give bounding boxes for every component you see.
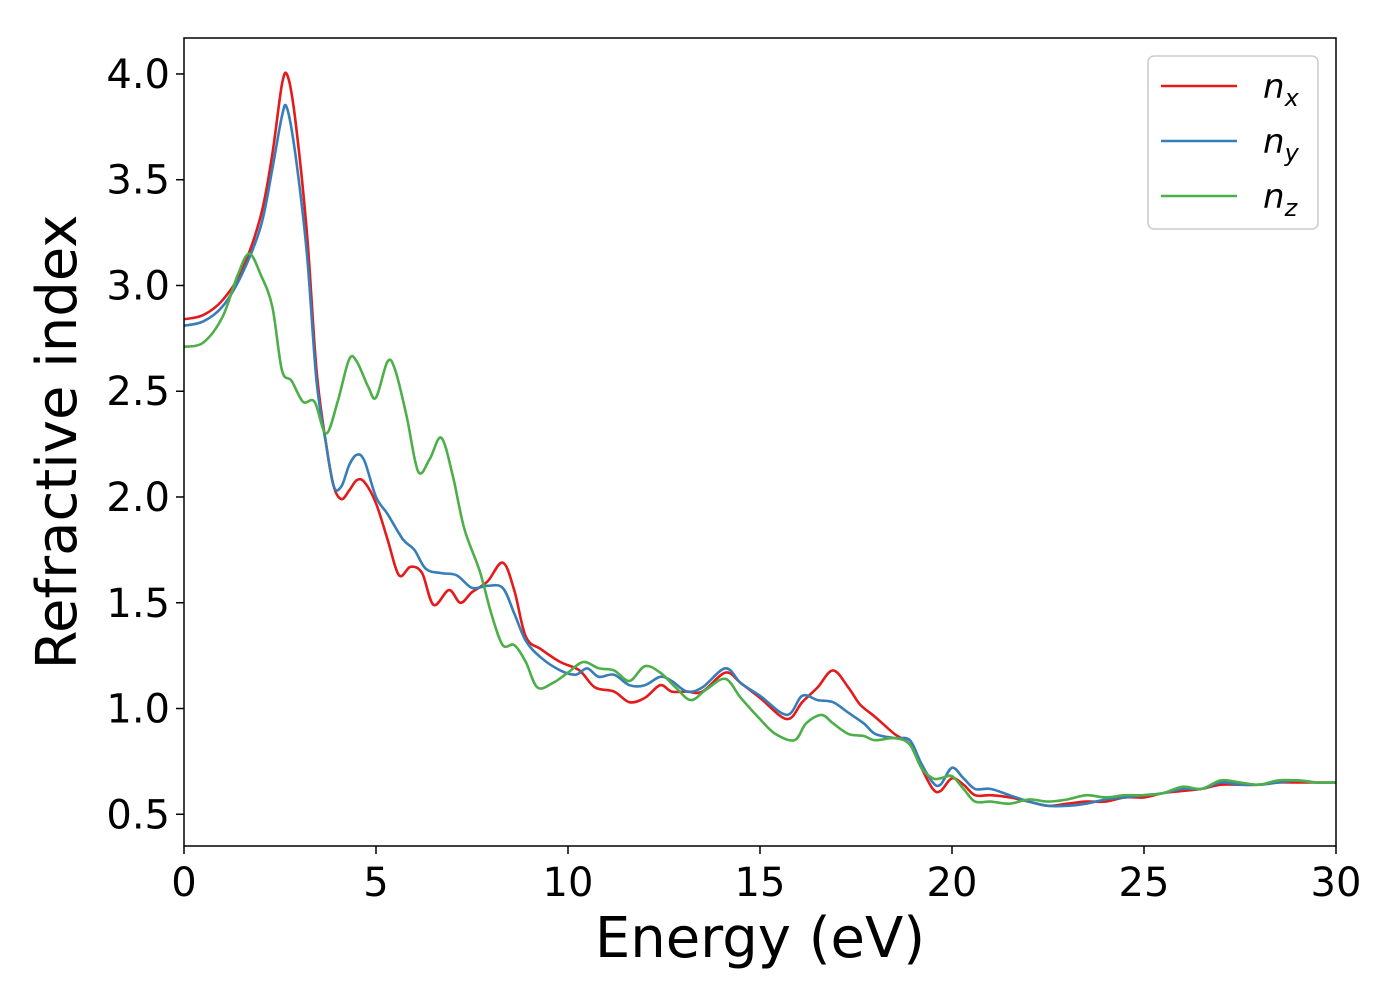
- x-tick-label: 25: [1119, 860, 1170, 906]
- y-axis-label: Refractive index: [25, 215, 90, 670]
- y-tick-label: 3.0: [106, 263, 170, 309]
- y-tick-label: 0.5: [106, 792, 170, 838]
- series-line-nz: [184, 252, 1336, 806]
- x-axis-label: Energy (eV): [595, 906, 925, 971]
- y-tick-label: 1.5: [106, 581, 170, 627]
- y-tick-label: 4.0: [106, 52, 170, 98]
- y-tick-label: 3.5: [106, 158, 170, 204]
- x-tick-label: 30: [1311, 860, 1362, 906]
- legend-box: [1147, 55, 1319, 230]
- x-tick-label: 0: [171, 860, 196, 906]
- y-tick-label: 2.5: [106, 369, 170, 415]
- x-tick-label: 5: [363, 860, 388, 906]
- y-tick-label: 1.0: [106, 687, 170, 733]
- y-axis-ticks: 0.5 1.0 1.5 2.0 2.5 3.0 3.5 4.0: [106, 52, 184, 838]
- series-layer: [184, 71, 1336, 808]
- y-tick-label: 2.0: [106, 475, 170, 521]
- x-tick-label: 15: [735, 860, 786, 906]
- x-tick-label: 20: [927, 860, 978, 906]
- series-line-ny: [184, 103, 1336, 808]
- x-axis-ticks: 0 5 10 15 20 25 30: [171, 846, 1361, 906]
- x-tick-label: 10: [543, 860, 594, 906]
